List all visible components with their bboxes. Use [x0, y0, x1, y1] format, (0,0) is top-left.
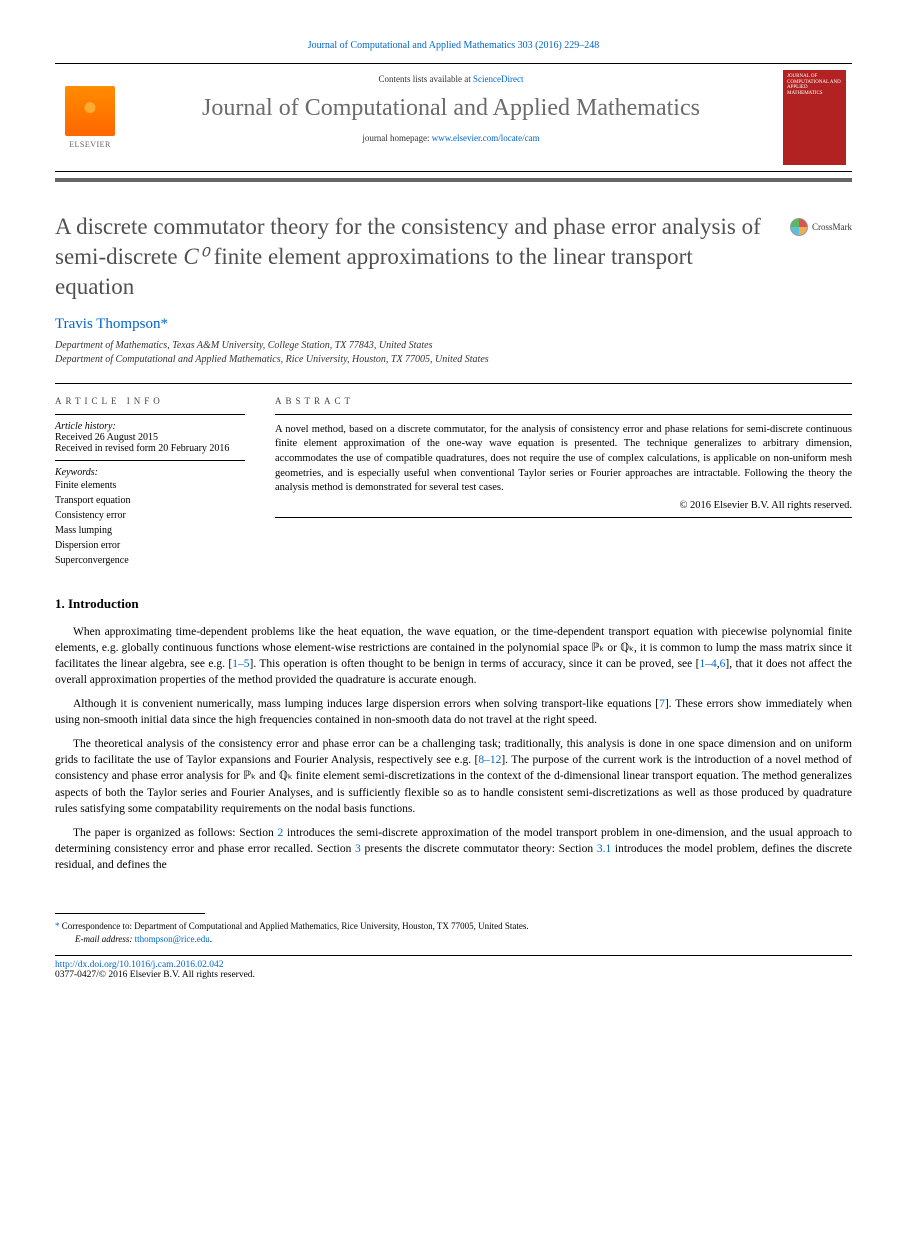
crossmark-badge[interactable]: CrossMark: [790, 218, 852, 236]
issn-copyright-line: 0377-0427/© 2016 Elsevier B.V. All right…: [55, 970, 852, 980]
history-label: Article history:: [55, 421, 245, 432]
keyword: Consistency error: [55, 508, 245, 523]
email-footnote: E-mail address: tthompson@rice.edu.: [55, 933, 852, 946]
corresponding-marker: *: [160, 316, 168, 332]
journal-header-box: ELSEVIER Contents lists available at Sci…: [55, 63, 852, 172]
abstract-column: ABSTRACT A novel method, based on a disc…: [275, 396, 852, 568]
section-heading-introduction: 1. Introduction: [55, 596, 852, 612]
abstract-heading: ABSTRACT: [275, 396, 852, 406]
crossmark-icon: [790, 218, 808, 236]
header-center: Contents lists available at ScienceDirec…: [125, 64, 777, 171]
citation-link[interactable]: 1–5: [232, 658, 249, 670]
history-revised: Received in revised form 20 February 201…: [55, 443, 245, 454]
body-paragraph: The theoretical analysis of the consiste…: [55, 736, 852, 816]
footnote-rule: [55, 913, 205, 914]
email-label: E-mail address:: [75, 934, 135, 944]
corresponding-footnote: * Correspondence to: Department of Compu…: [55, 920, 852, 933]
keyword: Mass lumping: [55, 523, 245, 538]
keywords-list: Finite elements Transport equation Consi…: [55, 478, 245, 568]
keyword: Dispersion error: [55, 538, 245, 553]
elsevier-tree-icon: [65, 86, 115, 136]
article-info-heading: ARTICLE INFO: [55, 396, 245, 406]
keyword: Transport equation: [55, 493, 245, 508]
citation-link[interactable]: 8–12: [478, 754, 501, 766]
cover-title-text: JOURNAL OF COMPUTATIONAL AND APPLIED MAT…: [787, 74, 842, 96]
body-paragraph: Although it is convenient numerically, m…: [55, 696, 852, 728]
affiliation-1: Department of Mathematics, Texas A&M Uni…: [55, 339, 852, 353]
history-received: Received 26 August 2015: [55, 432, 245, 443]
sciencedirect-link[interactable]: ScienceDirect: [473, 74, 523, 84]
email-link[interactable]: tthompson@rice.edu: [135, 934, 210, 944]
homepage-line: journal homepage: www.elsevier.com/locat…: [133, 133, 769, 143]
crossmark-label: CrossMark: [812, 222, 852, 232]
bottom-rule: [55, 955, 852, 956]
contents-available-line: Contents lists available at ScienceDirec…: [133, 74, 769, 84]
journal-cover-thumbnail: JOURNAL OF COMPUTATIONAL AND APPLIED MAT…: [777, 64, 852, 171]
body-paragraph: The paper is organized as follows: Secti…: [55, 825, 852, 873]
author-link[interactable]: Travis Thompson: [55, 316, 160, 332]
abstract-copyright: © 2016 Elsevier B.V. All rights reserved…: [275, 500, 852, 511]
article-title: A discrete commutator theory for the con…: [55, 212, 770, 302]
affiliations: Department of Mathematics, Texas A&M Uni…: [55, 339, 852, 367]
citation-link[interactable]: 1–4: [700, 658, 717, 670]
doi-line: http://dx.doi.org/10.1016/j.cam.2016.02.…: [55, 960, 852, 970]
keywords-label: Keywords:: [55, 467, 245, 478]
elsevier-logo: ELSEVIER: [55, 64, 125, 171]
affiliation-2: Department of Computational and Applied …: [55, 353, 852, 367]
article-info-column: ARTICLE INFO Article history: Received 2…: [55, 396, 245, 568]
keyword: Finite elements: [55, 478, 245, 493]
abstract-text: A novel method, based on a discrete comm…: [275, 423, 852, 496]
journal-reference: Journal of Computational and Applied Mat…: [55, 40, 852, 51]
contents-prefix: Contents lists available at: [379, 74, 473, 84]
journal-name: Journal of Computational and Applied Mat…: [133, 94, 769, 123]
footnote-marker: *: [55, 921, 60, 931]
homepage-link[interactable]: www.elsevier.com/locate/cam: [432, 133, 540, 143]
section-link[interactable]: 3.1: [597, 843, 611, 855]
header-underbar: [55, 178, 852, 182]
title-math: C⁰: [183, 244, 208, 269]
keyword: Superconvergence: [55, 553, 245, 568]
doi-link[interactable]: http://dx.doi.org/10.1016/j.cam.2016.02.…: [55, 960, 223, 970]
authors: Travis Thompson*: [55, 316, 852, 333]
elsevier-label: ELSEVIER: [69, 140, 111, 149]
body-paragraph: When approximating time-dependent proble…: [55, 624, 852, 688]
cover-image: JOURNAL OF COMPUTATIONAL AND APPLIED MAT…: [783, 70, 846, 165]
homepage-prefix: journal homepage:: [362, 133, 431, 143]
divider: [55, 383, 852, 384]
footnote-text: Correspondence to: Department of Computa…: [62, 921, 529, 931]
